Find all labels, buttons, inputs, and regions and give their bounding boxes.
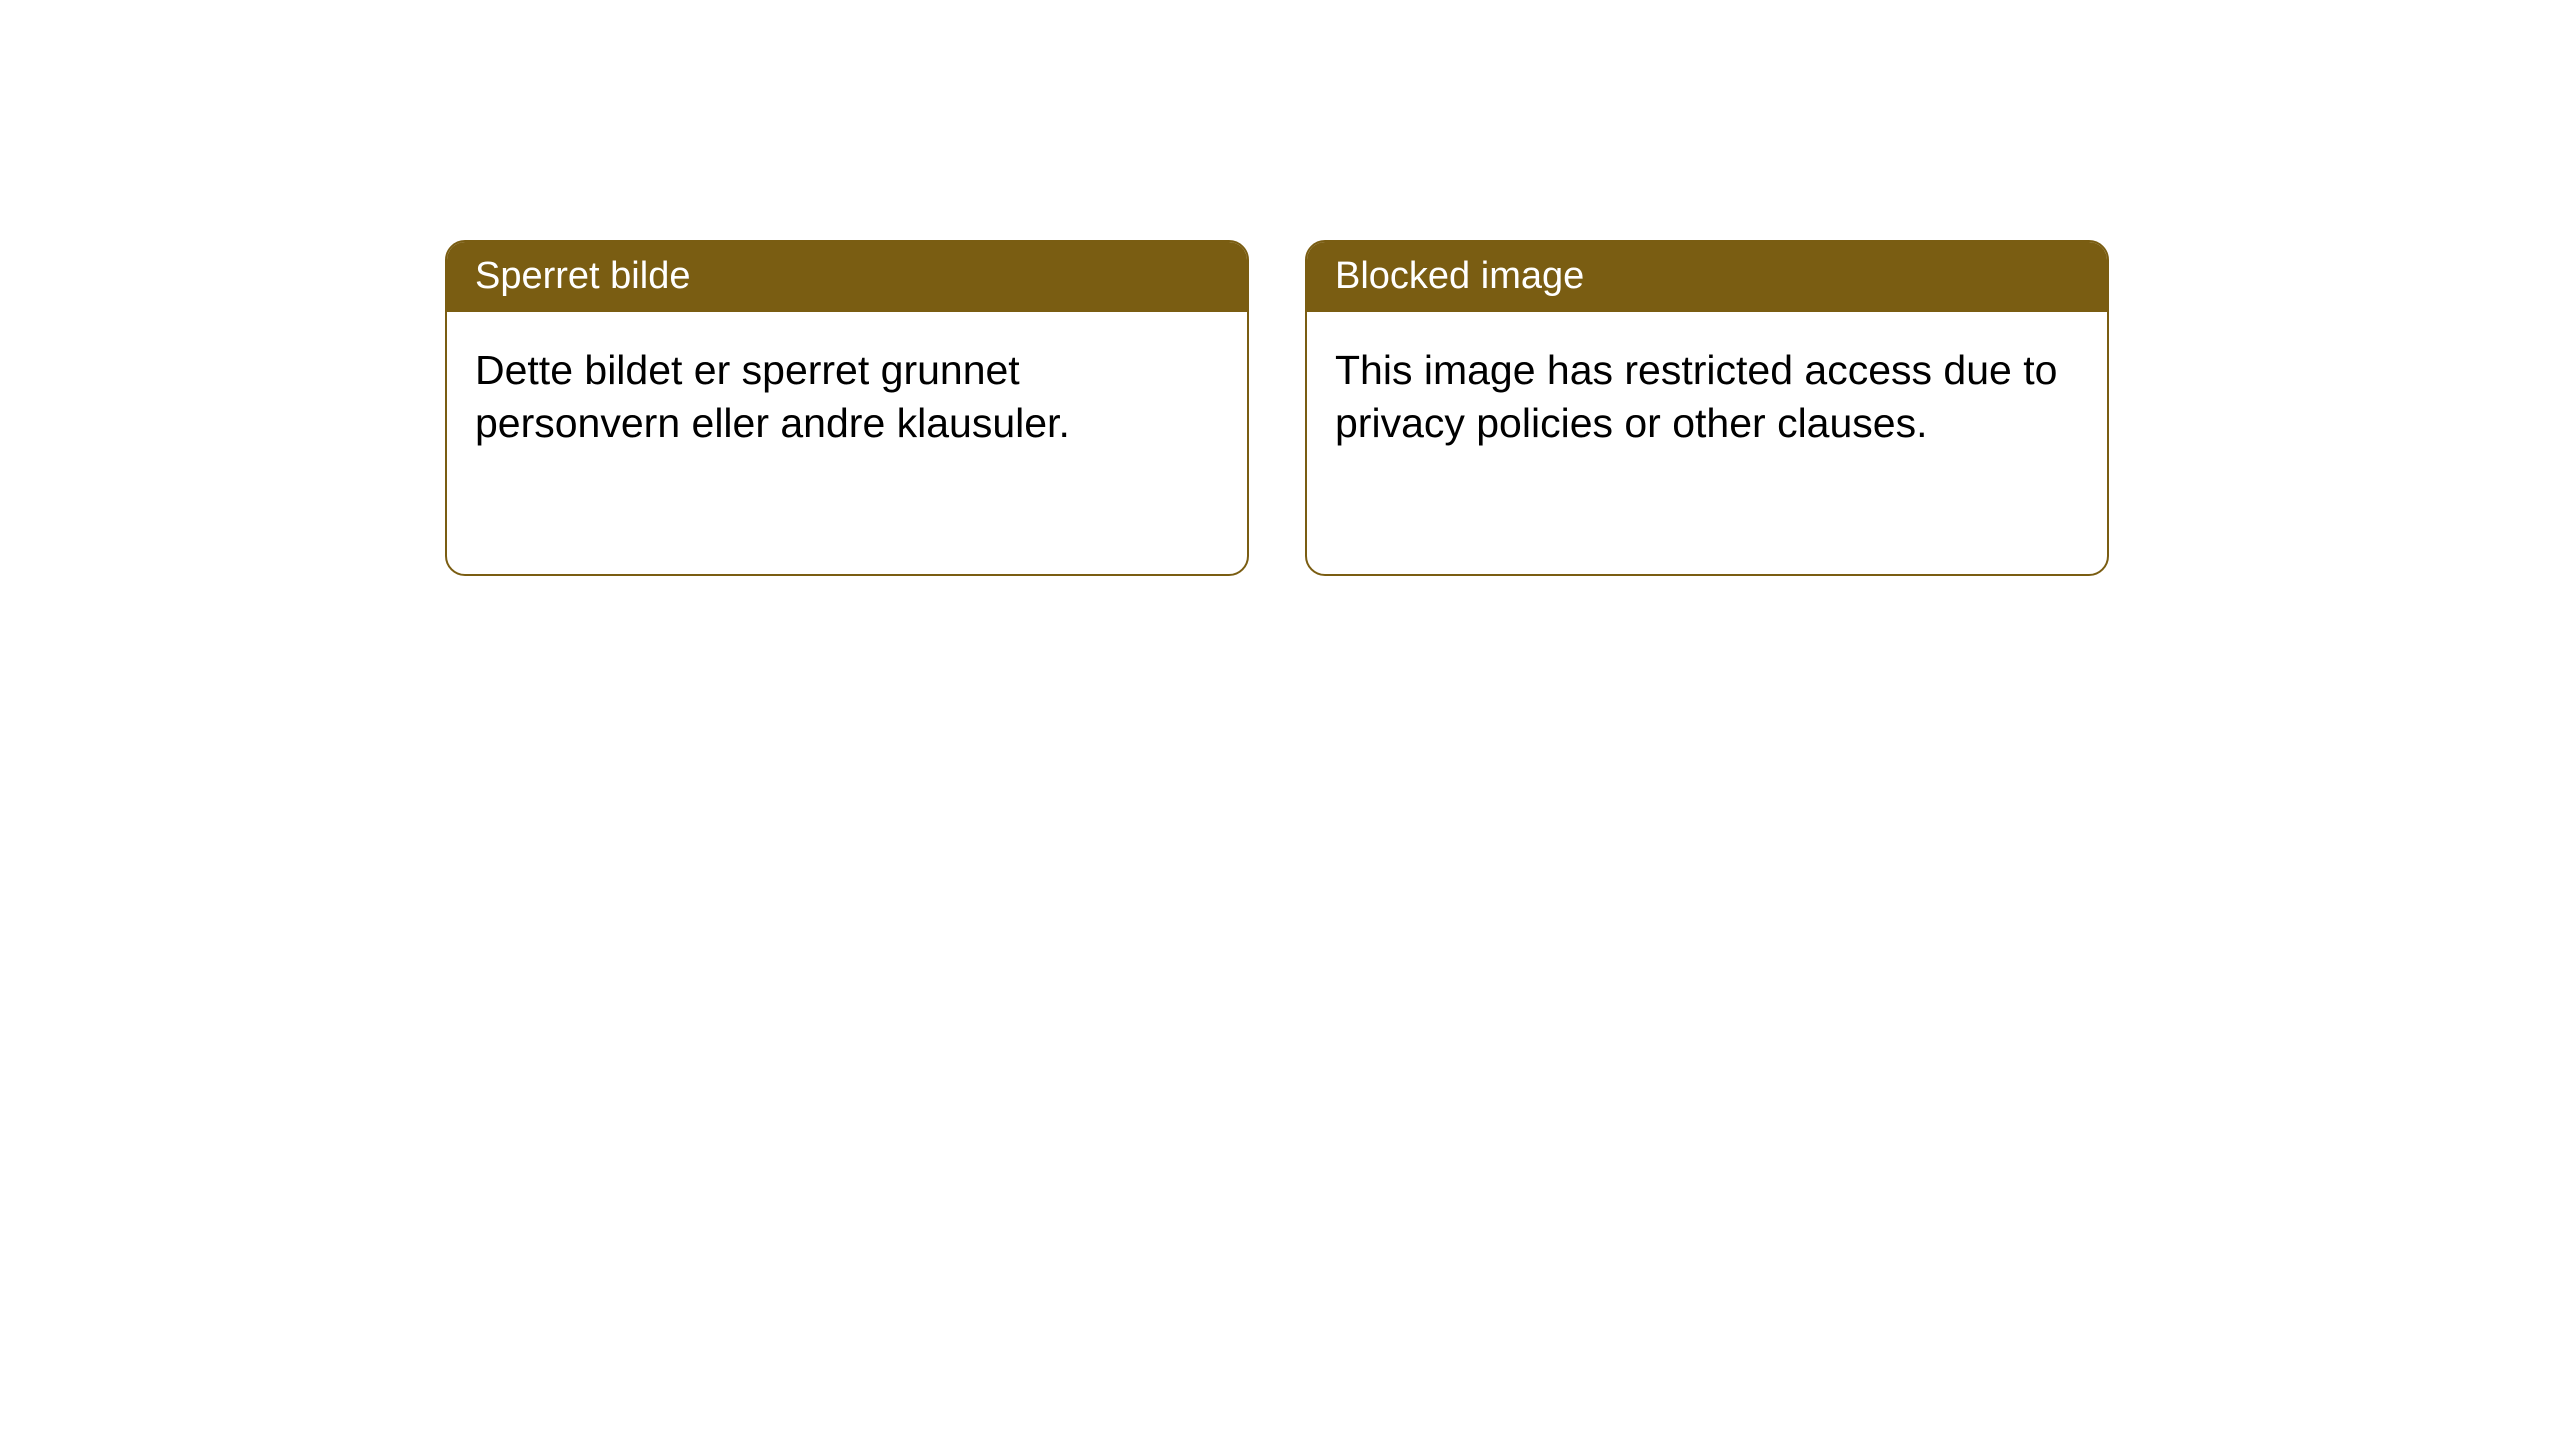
- notice-card-english: Blocked image This image has restricted …: [1305, 240, 2109, 576]
- notice-card-norwegian: Sperret bilde Dette bildet er sperret gr…: [445, 240, 1249, 576]
- notice-header: Blocked image: [1307, 242, 2107, 312]
- notice-body: This image has restricted access due to …: [1307, 312, 2107, 483]
- notice-body: Dette bildet er sperret grunnet personve…: [447, 312, 1247, 483]
- notice-header: Sperret bilde: [447, 242, 1247, 312]
- notice-cards-container: Sperret bilde Dette bildet er sperret gr…: [445, 240, 2109, 576]
